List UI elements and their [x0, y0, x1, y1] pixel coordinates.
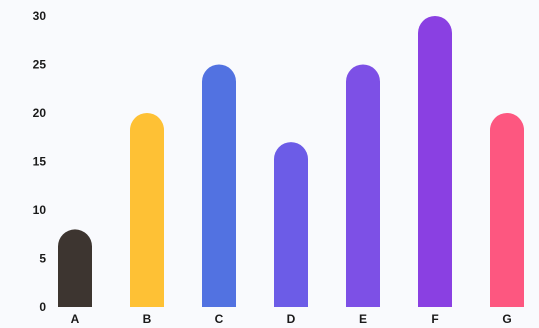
- y-tick-label: 0: [39, 300, 46, 314]
- y-tick-label: 25: [33, 58, 47, 72]
- y-tick-label: 10: [33, 203, 47, 217]
- bar-b: [130, 113, 164, 307]
- x-axis: A B C D E F G: [71, 312, 512, 326]
- bars: [58, 16, 524, 307]
- y-tick-label: 5: [39, 252, 46, 266]
- bar-c: [202, 64, 236, 307]
- x-tick-label: C: [215, 312, 224, 326]
- bar-d: [274, 142, 308, 307]
- x-tick-label: B: [143, 312, 152, 326]
- y-axis: 0 5 10 15 20 25 30: [33, 9, 47, 314]
- y-tick-label: 20: [33, 106, 47, 120]
- bar-e: [346, 64, 380, 307]
- bar-a: [58, 229, 92, 307]
- x-tick-label: G: [502, 312, 511, 326]
- x-tick-label: E: [359, 312, 367, 326]
- x-tick-label: D: [287, 312, 296, 326]
- x-tick-label: A: [71, 312, 80, 326]
- y-tick-label: 15: [33, 155, 47, 169]
- bar-g: [490, 113, 524, 307]
- x-tick-label: F: [431, 312, 438, 326]
- y-tick-label: 30: [33, 9, 47, 23]
- bar-f: [418, 16, 452, 307]
